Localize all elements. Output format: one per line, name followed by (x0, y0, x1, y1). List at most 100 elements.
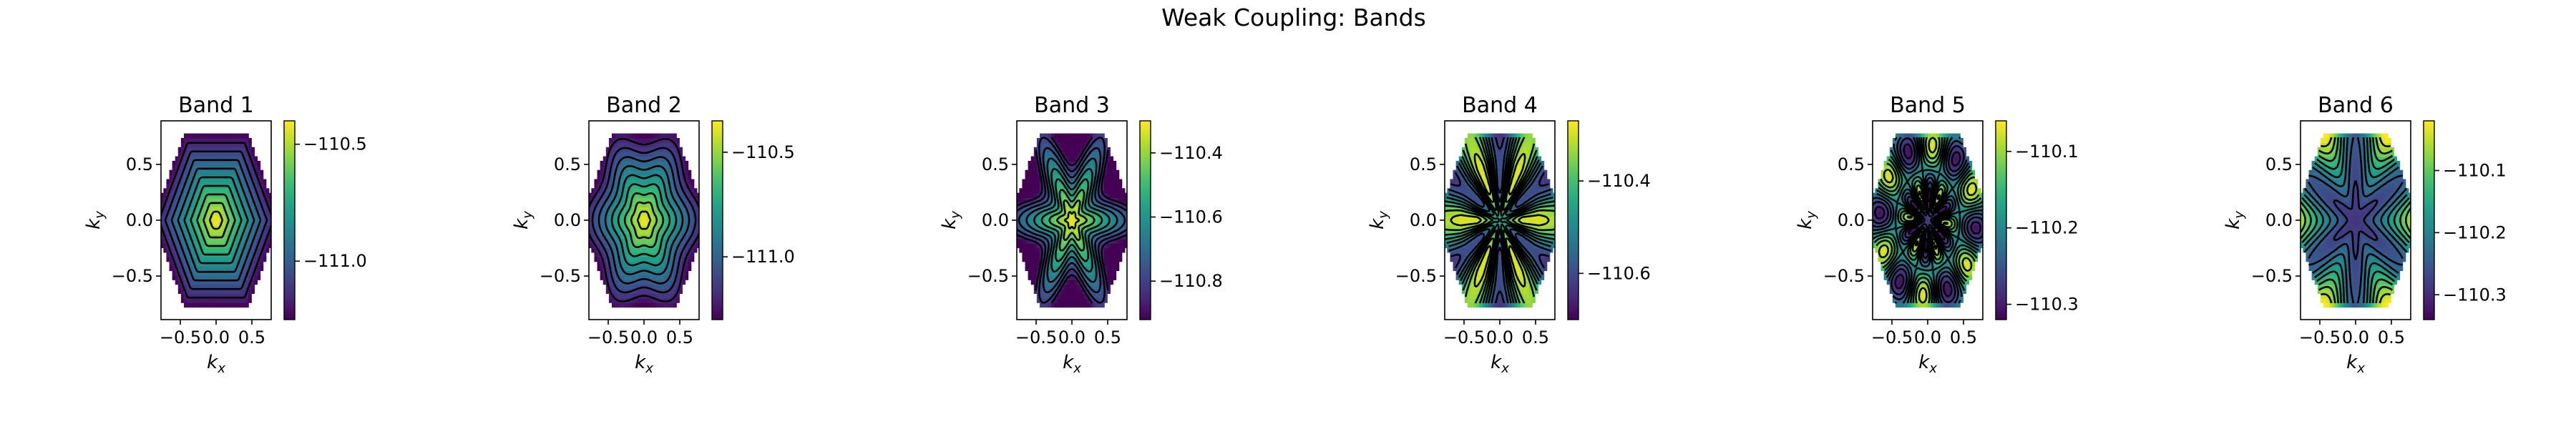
heatmap-cell (1546, 234, 1551, 240)
heatmap-cell (1095, 156, 1099, 162)
heatmap-cell (685, 169, 689, 175)
heatmap-cell (1019, 225, 1023, 230)
heatmap-cell (1065, 238, 1070, 244)
heatmap-cell (1051, 288, 1055, 295)
heatmap-cell (640, 206, 645, 212)
heatmap-cell (1107, 252, 1111, 257)
heatmap-cell (653, 238, 657, 244)
heatmap-cell (1057, 297, 1061, 303)
heatmap-cell (682, 192, 686, 198)
heatmap-cell (1025, 211, 1029, 217)
heatmap-cell (682, 225, 686, 230)
heatmap-cell (1496, 297, 1501, 303)
heatmap-cell (1445, 211, 1448, 217)
heatmap-cell (1083, 179, 1088, 184)
heatmap-cell (169, 220, 173, 226)
heatmap-cell (655, 275, 660, 280)
heatmap-cell (1546, 225, 1551, 230)
heatmap-cell (210, 270, 214, 276)
heatmap-cell (184, 242, 187, 249)
heatmap-cell (1033, 257, 1038, 262)
heatmap-cell (1488, 225, 1492, 230)
heatmap-cell (207, 238, 211, 244)
heatmap-cell (204, 188, 208, 194)
heatmap-cell (679, 165, 683, 171)
heatmap-cell (638, 142, 642, 148)
heatmap-cell (1028, 174, 1032, 180)
heatmap-cell (198, 133, 203, 139)
heatmap-cell (1068, 297, 1073, 303)
heatmap-cell (670, 275, 674, 280)
heatmap-cell (204, 297, 208, 303)
heatmap-cell (184, 302, 187, 308)
heatmap-cell (600, 197, 604, 203)
heatmap-cell (1447, 238, 1451, 244)
heatmap-cell (1068, 147, 1073, 152)
heatmap-cell (1128, 216, 1131, 221)
heatmap-cell (1036, 297, 1040, 303)
heatmap-cell (626, 284, 630, 290)
heatmap-cell (1511, 206, 1516, 212)
heatmap-cell (1104, 265, 1108, 272)
heatmap-cell (1043, 188, 1046, 194)
heatmap-cell (623, 192, 628, 198)
heatmap-cell (600, 211, 604, 217)
heatmap-cell (251, 261, 255, 267)
heatmap-cell (670, 261, 674, 267)
heatmap-cell (1068, 183, 1073, 189)
heatmap-cell (667, 165, 671, 171)
heatmap-cell (1528, 142, 1533, 148)
heatmap-cell (207, 206, 211, 212)
heatmap-cell (219, 202, 223, 207)
heatmap-cell (1040, 137, 1043, 144)
heatmap-cell (632, 265, 636, 272)
heatmap-cell (685, 220, 689, 226)
heatmap-cell (201, 156, 205, 162)
heatmap-cell (219, 288, 223, 295)
heatmap-cell (1506, 302, 1510, 308)
heatmap-cell (1549, 197, 1553, 203)
heatmap-cell (242, 152, 246, 157)
heatmap-cell (1043, 247, 1046, 253)
y-tick-label: 0.0 (982, 210, 1009, 230)
heatmap-cell (626, 202, 630, 207)
heatmap-cell (190, 280, 194, 285)
heatmap-cell (236, 302, 240, 308)
heatmap-cell (1491, 302, 1495, 308)
heatmap-cell (1517, 165, 1521, 171)
heatmap-cell (1116, 229, 1120, 235)
heatmap-cell (222, 280, 226, 285)
heatmap-cell (216, 206, 220, 212)
heatmap-cell (1072, 188, 1075, 194)
x-tick-label: 0.5 (238, 327, 265, 347)
heatmap-cell (594, 225, 598, 230)
heatmap-cell (1476, 137, 1480, 144)
heatmap-cell (251, 169, 255, 175)
heatmap-cell (239, 137, 243, 144)
heatmap-cell (1508, 142, 1513, 148)
heatmap-cell (1549, 211, 1553, 217)
heatmap-cell (248, 192, 252, 198)
heatmap-cell (1526, 192, 1530, 198)
heatmap-cell (1107, 261, 1111, 267)
y-tick-label: 0.0 (126, 210, 153, 230)
heatmap-cell (1075, 133, 1078, 139)
heatmap-cell (682, 252, 686, 257)
heatmap-cell (1075, 238, 1078, 244)
heatmap-cell (1086, 137, 1091, 144)
heatmap-cell (1458, 247, 1463, 253)
heatmap-cell (169, 174, 173, 180)
heatmap-cell (1036, 152, 1040, 157)
heatmap-cell (1030, 206, 1035, 212)
heatmap-cell (195, 284, 200, 290)
heatmap-cell (254, 156, 258, 162)
heatmap-cell (1098, 242, 1102, 249)
heatmap-cell (676, 225, 680, 230)
heatmap-cell (1045, 215, 1050, 221)
heatmap-cell (676, 197, 680, 203)
heatmap-cell (1030, 202, 1035, 207)
heatmap-cell (626, 280, 630, 285)
heatmap-cell (1500, 275, 1503, 280)
heatmap-cell (1517, 169, 1521, 175)
heatmap-cell (667, 137, 671, 144)
